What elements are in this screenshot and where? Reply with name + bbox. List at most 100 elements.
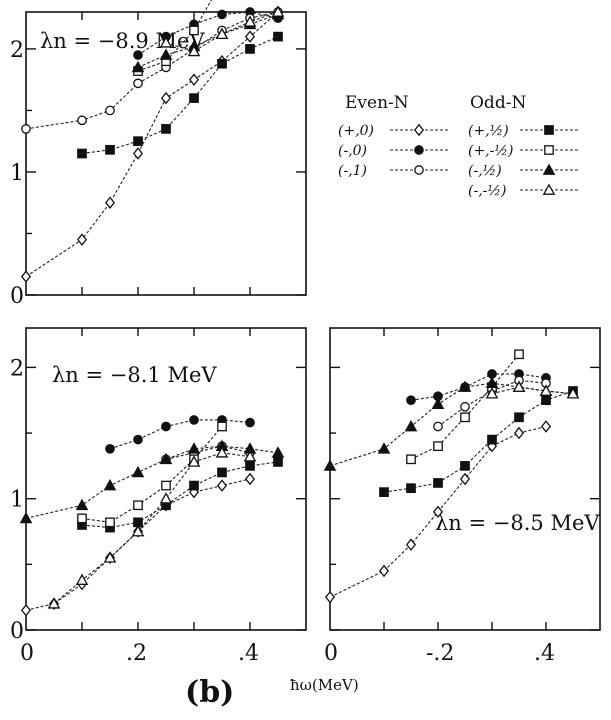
- data-point-odd_p_half: [460, 461, 470, 471]
- panel-lambda-label: λn = −8.5 MeV: [435, 511, 600, 535]
- legend-entry-label: (-,-½): [468, 183, 506, 199]
- x-tick-label: 0: [324, 641, 338, 666]
- legend-entry-odd_m_half: (-,½): [468, 163, 578, 179]
- data-point-odd_p_half: [105, 144, 115, 155]
- data-point-odd_m_half: [404, 419, 418, 432]
- data-point-odd_p_half: [189, 93, 199, 103]
- y-tick-label: 2: [10, 356, 24, 381]
- legend-entry-marker: [414, 145, 424, 155]
- legend-entry-label: (+,0): [338, 123, 374, 139]
- data-point-odd_p_half: [161, 124, 171, 134]
- legend-entry-even_m0: (-,0): [338, 143, 448, 159]
- x-axis-label: ħω(MeV): [290, 676, 359, 694]
- data-point-even_p0: [132, 147, 144, 160]
- data-point-odd_m_half: [431, 397, 445, 410]
- series-line-odd_m_half: [25, 445, 279, 519]
- series-line-odd_p_half: [383, 390, 574, 493]
- data-point-odd_m_half: [75, 498, 89, 511]
- panel-bottom-left: 0 1 2 0 .2 .4 λn = −8.1 MeV: [10, 327, 307, 666]
- data-point-odd_m_mhalf: [159, 492, 173, 504]
- series-odd_p_mhalf: [77, 421, 227, 528]
- x-tick-label: .2: [126, 641, 147, 666]
- data-point-even_p0: [160, 91, 172, 105]
- data-point-odd_p_half: [273, 31, 283, 42]
- series-line-even_m1: [165, 445, 251, 460]
- legend-entry-marker: [544, 145, 554, 155]
- data-point-even_p0: [432, 505, 444, 519]
- series-line-odd_p_half: [81, 36, 279, 155]
- series-line-odd_p_mhalf: [81, 426, 223, 523]
- legend-entry-label: (+,-½): [468, 143, 513, 159]
- legend-entry-marker: [413, 123, 425, 137]
- data-point-odd_m_mhalf: [485, 387, 499, 399]
- data-point-even_m1: [460, 401, 470, 412]
- data-point-odd_m_mhalf: [159, 36, 173, 48]
- data-point-odd_m_half: [159, 452, 173, 465]
- legend-odd-header: Odd-N: [470, 93, 526, 113]
- figure-caption: (b): [185, 675, 234, 710]
- data-point-even_m1: [21, 124, 31, 134]
- data-point-even_m0: [245, 417, 255, 428]
- series-odd_p_half: [77, 31, 283, 159]
- data-point-odd_m_mhalf: [512, 380, 526, 392]
- panel-frame: [25, 11, 307, 296]
- series-line-odd_p_mhalf: [410, 353, 520, 460]
- series-line-odd_m_half: [329, 382, 574, 467]
- data-point-odd_p_half: [189, 480, 199, 491]
- data-point-odd_p_mhalf: [189, 25, 199, 36]
- x-tick-label: -.2: [426, 641, 454, 666]
- data-point-odd_p_half: [433, 478, 443, 488]
- data-point-odd_m_mhalf: [539, 384, 553, 396]
- data-point-odd_p_half: [379, 487, 389, 497]
- series-line-odd_m_mhalf: [53, 452, 251, 605]
- x-tick-label: .4: [534, 641, 555, 666]
- data-point-odd_m_half: [131, 465, 145, 478]
- data-point-even_m1: [133, 78, 143, 89]
- data-point-odd_p_mhalf: [105, 517, 115, 528]
- legend-entry-odd_p_mhalf: (+,-½): [468, 143, 578, 159]
- data-point-odd_m_half: [131, 60, 145, 73]
- y-tick-label: 1: [10, 488, 24, 513]
- series-even_m0: [105, 415, 255, 454]
- data-point-odd_p_half: [541, 395, 551, 406]
- series-line-odd_p_mhalf: [137, 0, 212, 72]
- legend-entry-marker: [414, 165, 424, 175]
- legend-entry-label: (-,0): [338, 143, 367, 159]
- data-point-odd_m_mhalf: [215, 446, 229, 458]
- data-point-odd_p_half: [273, 457, 283, 467]
- series-line-odd_m_mhalf: [491, 386, 574, 395]
- series-line-even_m1: [437, 379, 547, 427]
- data-point-odd_m_mhalf: [215, 27, 229, 39]
- x-tick-label: .4: [238, 641, 259, 666]
- series-even_p0: [20, 472, 256, 617]
- data-point-odd_m_mhalf: [566, 387, 580, 399]
- data-point-odd_m_mhalf: [243, 15, 257, 27]
- legend-entry-odd_p_half: (+,½): [468, 123, 578, 139]
- panel-frame: [329, 327, 601, 631]
- panel-lambda-label: λn = −8.1 MeV: [52, 363, 217, 387]
- data-point-odd_p_half: [77, 148, 87, 159]
- panel-top-left: 0 1 2 λn = −8.9 MeV: [10, 0, 307, 309]
- data-point-odd_m_mhalf: [187, 44, 201, 57]
- data-point-odd_m_half: [103, 479, 117, 491]
- data-point-even_p0: [405, 538, 417, 551]
- panel-bottom-right: 0 -.2 .4 λn = −8.5 MeV: [323, 327, 601, 666]
- legend: Even-N Odd-N (+,0)(-,0)(-,1)(+,½)(+,-½)(…: [338, 93, 578, 199]
- data-point-odd_m_half: [458, 380, 472, 392]
- data-point-even_m0: [133, 50, 143, 60]
- legend-entry-marker: [542, 183, 556, 195]
- data-point-even_p0: [513, 426, 525, 440]
- data-point-odd_m_mhalf: [47, 597, 61, 609]
- series-odd_m_half: [19, 439, 285, 524]
- data-point-odd_p_half: [514, 412, 524, 423]
- data-point-odd_p_mhalf: [433, 441, 443, 452]
- series-line-even_p0: [329, 425, 547, 598]
- data-point-even_m0: [105, 443, 115, 454]
- data-point-odd_p_mhalf: [161, 480, 171, 491]
- series-odd_p_half: [379, 386, 578, 497]
- series-even_p0: [324, 420, 552, 604]
- series-line-even_p0: [25, 478, 251, 611]
- data-point-even_p0: [324, 590, 336, 604]
- data-point-even_p0: [244, 472, 256, 486]
